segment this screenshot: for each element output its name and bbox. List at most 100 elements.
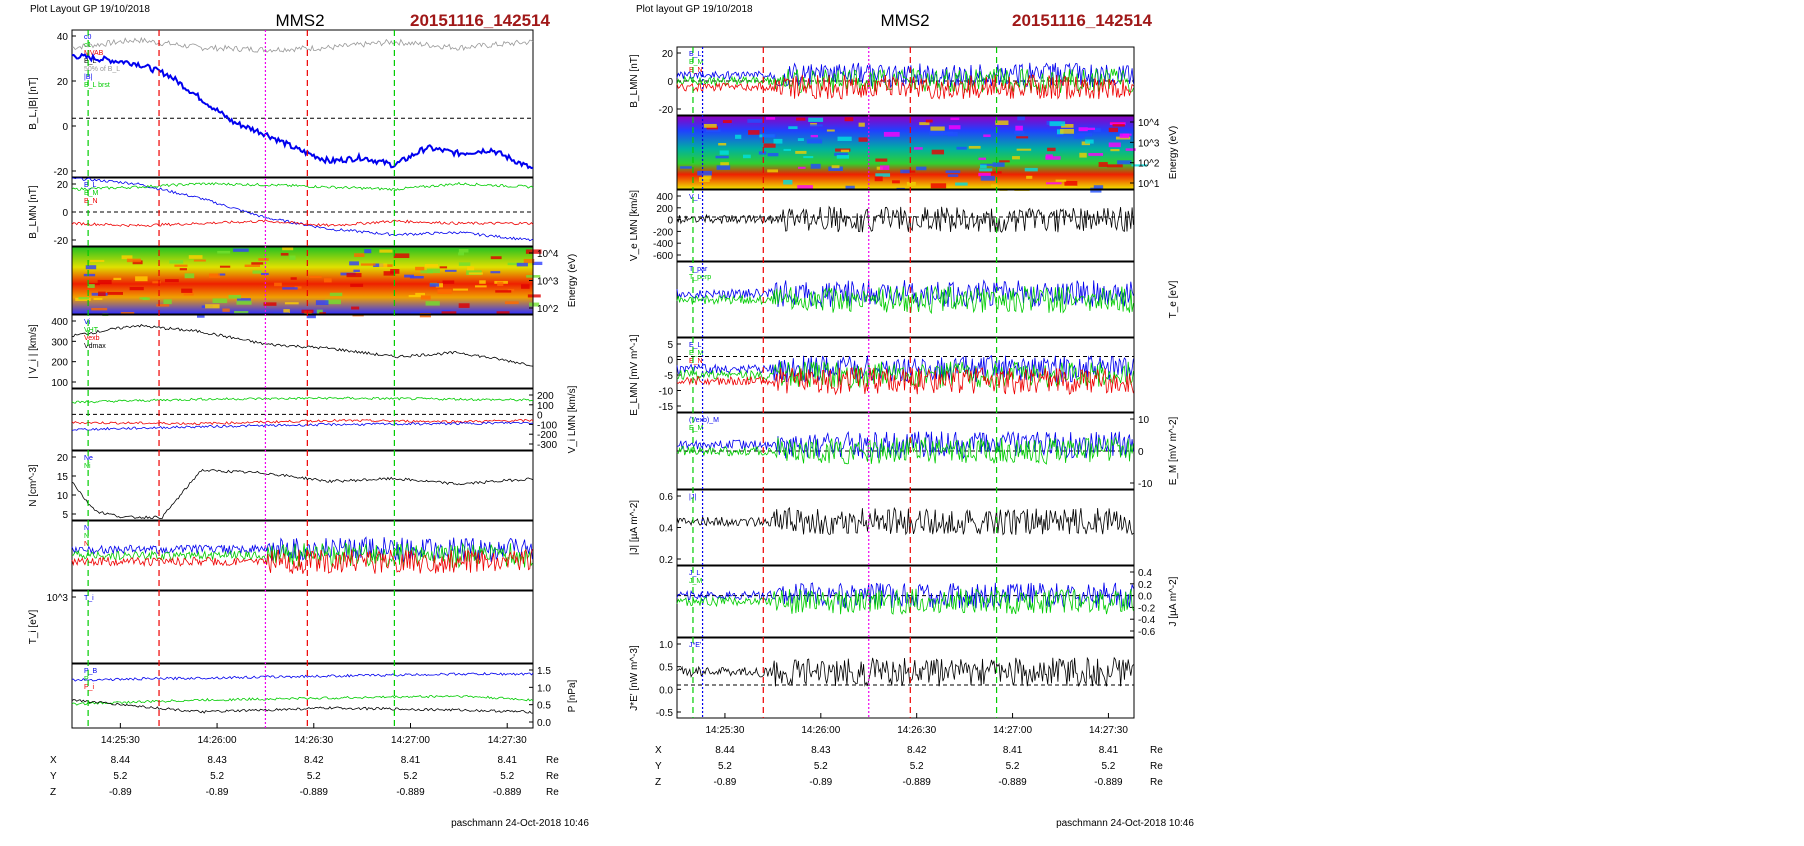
y-tick-label: 0 bbox=[667, 77, 673, 88]
x-tick-label: 14:27:30 bbox=[488, 735, 527, 746]
panel--j-: 0.60.40.2|J| [µA m^-2]|J| bbox=[629, 489, 1135, 566]
spectrogram-pixel bbox=[1015, 125, 1023, 131]
y-axis-label: Energy (eV) bbox=[567, 254, 578, 307]
spectrogram-pixel bbox=[1012, 156, 1020, 160]
y-tick-label: -400 bbox=[653, 239, 673, 250]
spectrogram-pixel bbox=[228, 294, 241, 299]
y-axis-label: T_i [eV] bbox=[28, 610, 39, 645]
y-tick-label: 20 bbox=[57, 77, 69, 88]
y-tick-label: 10^2 bbox=[537, 304, 559, 315]
y-tick-label: 15 bbox=[57, 472, 69, 483]
spectrogram-pixel bbox=[719, 150, 729, 155]
spectrogram-pixel bbox=[1088, 152, 1104, 156]
ephemeris-label: Y bbox=[655, 761, 662, 772]
spectrogram-pixel bbox=[796, 117, 806, 121]
spectrogram-pixel bbox=[773, 138, 783, 144]
spectrogram-pixel bbox=[121, 255, 133, 260]
series-v-n bbox=[71, 421, 534, 431]
y-tick-label: 0 bbox=[667, 216, 673, 227]
legend-entry: 50% of B_L bbox=[84, 66, 120, 73]
spectrogram-pixel bbox=[883, 131, 900, 137]
spectrogram-pixel bbox=[1131, 164, 1148, 167]
y-axis-label: | V_i | [km/s] bbox=[28, 324, 39, 379]
y-tick-label: 10^2 bbox=[1138, 159, 1160, 170]
ephemeris-value: 5.2 bbox=[307, 771, 321, 782]
spectrogram-pixel bbox=[179, 268, 187, 271]
legend-entry: B_L brst bbox=[84, 82, 110, 89]
spectrogram-pixel bbox=[978, 172, 991, 177]
right-figure: Plot layout GP 19/10/2018 MMS2 20151116_14… bbox=[629, 4, 1194, 829]
panel-frame bbox=[71, 590, 534, 664]
spectrogram-pixel bbox=[261, 272, 269, 276]
y-tick-label: 200 bbox=[656, 204, 673, 215]
y-axis-label: B_LMN [nT] bbox=[28, 185, 39, 239]
legend-entry: Vexb bbox=[84, 335, 100, 342]
spectrogram-pixel bbox=[156, 304, 170, 307]
spectrogram-pixel bbox=[495, 290, 512, 293]
spectrogram-pixel bbox=[529, 302, 540, 307]
spectrogram-pixel bbox=[354, 253, 365, 257]
spectrogram-pixel bbox=[309, 275, 322, 278]
panel-frame bbox=[71, 29, 534, 178]
y-tick-label: 1.0 bbox=[537, 683, 551, 694]
x-tick-label: 14:25:30 bbox=[101, 735, 140, 746]
spectrogram-pixel bbox=[992, 162, 1005, 167]
trace-black bbox=[676, 656, 1134, 688]
y-tick-label: -5 bbox=[664, 371, 673, 382]
y-tick-label: 400 bbox=[51, 317, 68, 328]
y-tick-label: 10 bbox=[57, 491, 69, 502]
spectrogram-pixel bbox=[188, 255, 203, 259]
series--vi- bbox=[71, 324, 534, 367]
y-tick-label: 10^3 bbox=[537, 277, 559, 288]
legend-entry: E_M bbox=[689, 350, 704, 357]
spectrogram-pixel bbox=[435, 283, 443, 288]
spectrogram-pixel bbox=[979, 168, 993, 172]
spectrogram-pixel bbox=[1087, 127, 1095, 131]
spectrogram-pixel bbox=[316, 309, 323, 315]
ephemeris-unit: Re bbox=[1150, 777, 1163, 788]
spectrogram-pixel bbox=[284, 302, 299, 305]
spectrogram-pixel bbox=[181, 288, 193, 293]
legend-entry: Vi bbox=[84, 319, 91, 326]
spectrogram-pixel bbox=[941, 131, 953, 136]
ephemeris-value: 8.42 bbox=[907, 745, 927, 756]
trace-blue bbox=[676, 62, 1134, 89]
spectrogram-pixel bbox=[722, 120, 732, 124]
legend-entry: J_M bbox=[689, 578, 702, 585]
left-figure: Plot Layout GP 19/10/2018 MMS2 20151116_14… bbox=[28, 4, 589, 829]
ephemeris-value: -0.889 bbox=[493, 787, 522, 798]
layout-label: Plot layout GP 19/10/2018 bbox=[636, 4, 753, 15]
ephemeris-value: -0.89 bbox=[809, 777, 832, 788]
y-tick-label: 0 bbox=[1138, 447, 1144, 458]
spectrogram-pixel bbox=[437, 289, 452, 294]
spectrogram-pixel bbox=[1045, 156, 1061, 160]
spectrogram-pixel bbox=[325, 299, 341, 305]
y-axis-label: P [nPa] bbox=[567, 679, 578, 712]
panel-frame bbox=[71, 388, 534, 451]
legend-entry: T_i bbox=[84, 595, 94, 602]
spectrogram-pixel bbox=[379, 249, 393, 253]
spectrogram-pixel bbox=[876, 166, 883, 170]
layout-label: Plot Layout GP 19/10/2018 bbox=[30, 4, 150, 15]
ephemeris-value: -0.889 bbox=[998, 777, 1027, 788]
spectrogram-pixel bbox=[978, 157, 987, 161]
y-tick-label: 200 bbox=[537, 391, 554, 402]
spectrogram-pixel bbox=[735, 134, 742, 139]
spectrogram-pixel bbox=[1093, 185, 1104, 190]
ephemeris-value: 8.41 bbox=[1099, 745, 1119, 756]
spectrogram-pixel bbox=[139, 297, 148, 300]
spectrogram-pixel bbox=[135, 276, 148, 282]
ephemeris-value: 8.42 bbox=[304, 755, 324, 766]
spectrogram-pixel bbox=[282, 247, 294, 251]
spectrogram-pixel bbox=[1119, 133, 1130, 139]
spectrogram-pixel bbox=[218, 273, 226, 276]
series-b-l bbox=[71, 52, 534, 170]
y-tick-label: -20 bbox=[659, 105, 674, 116]
legend-entry: P_B bbox=[84, 668, 98, 675]
spectrogram-pixel bbox=[132, 260, 143, 265]
spectrogram-pixel bbox=[87, 284, 95, 288]
spectrogram-pixel bbox=[452, 288, 469, 291]
